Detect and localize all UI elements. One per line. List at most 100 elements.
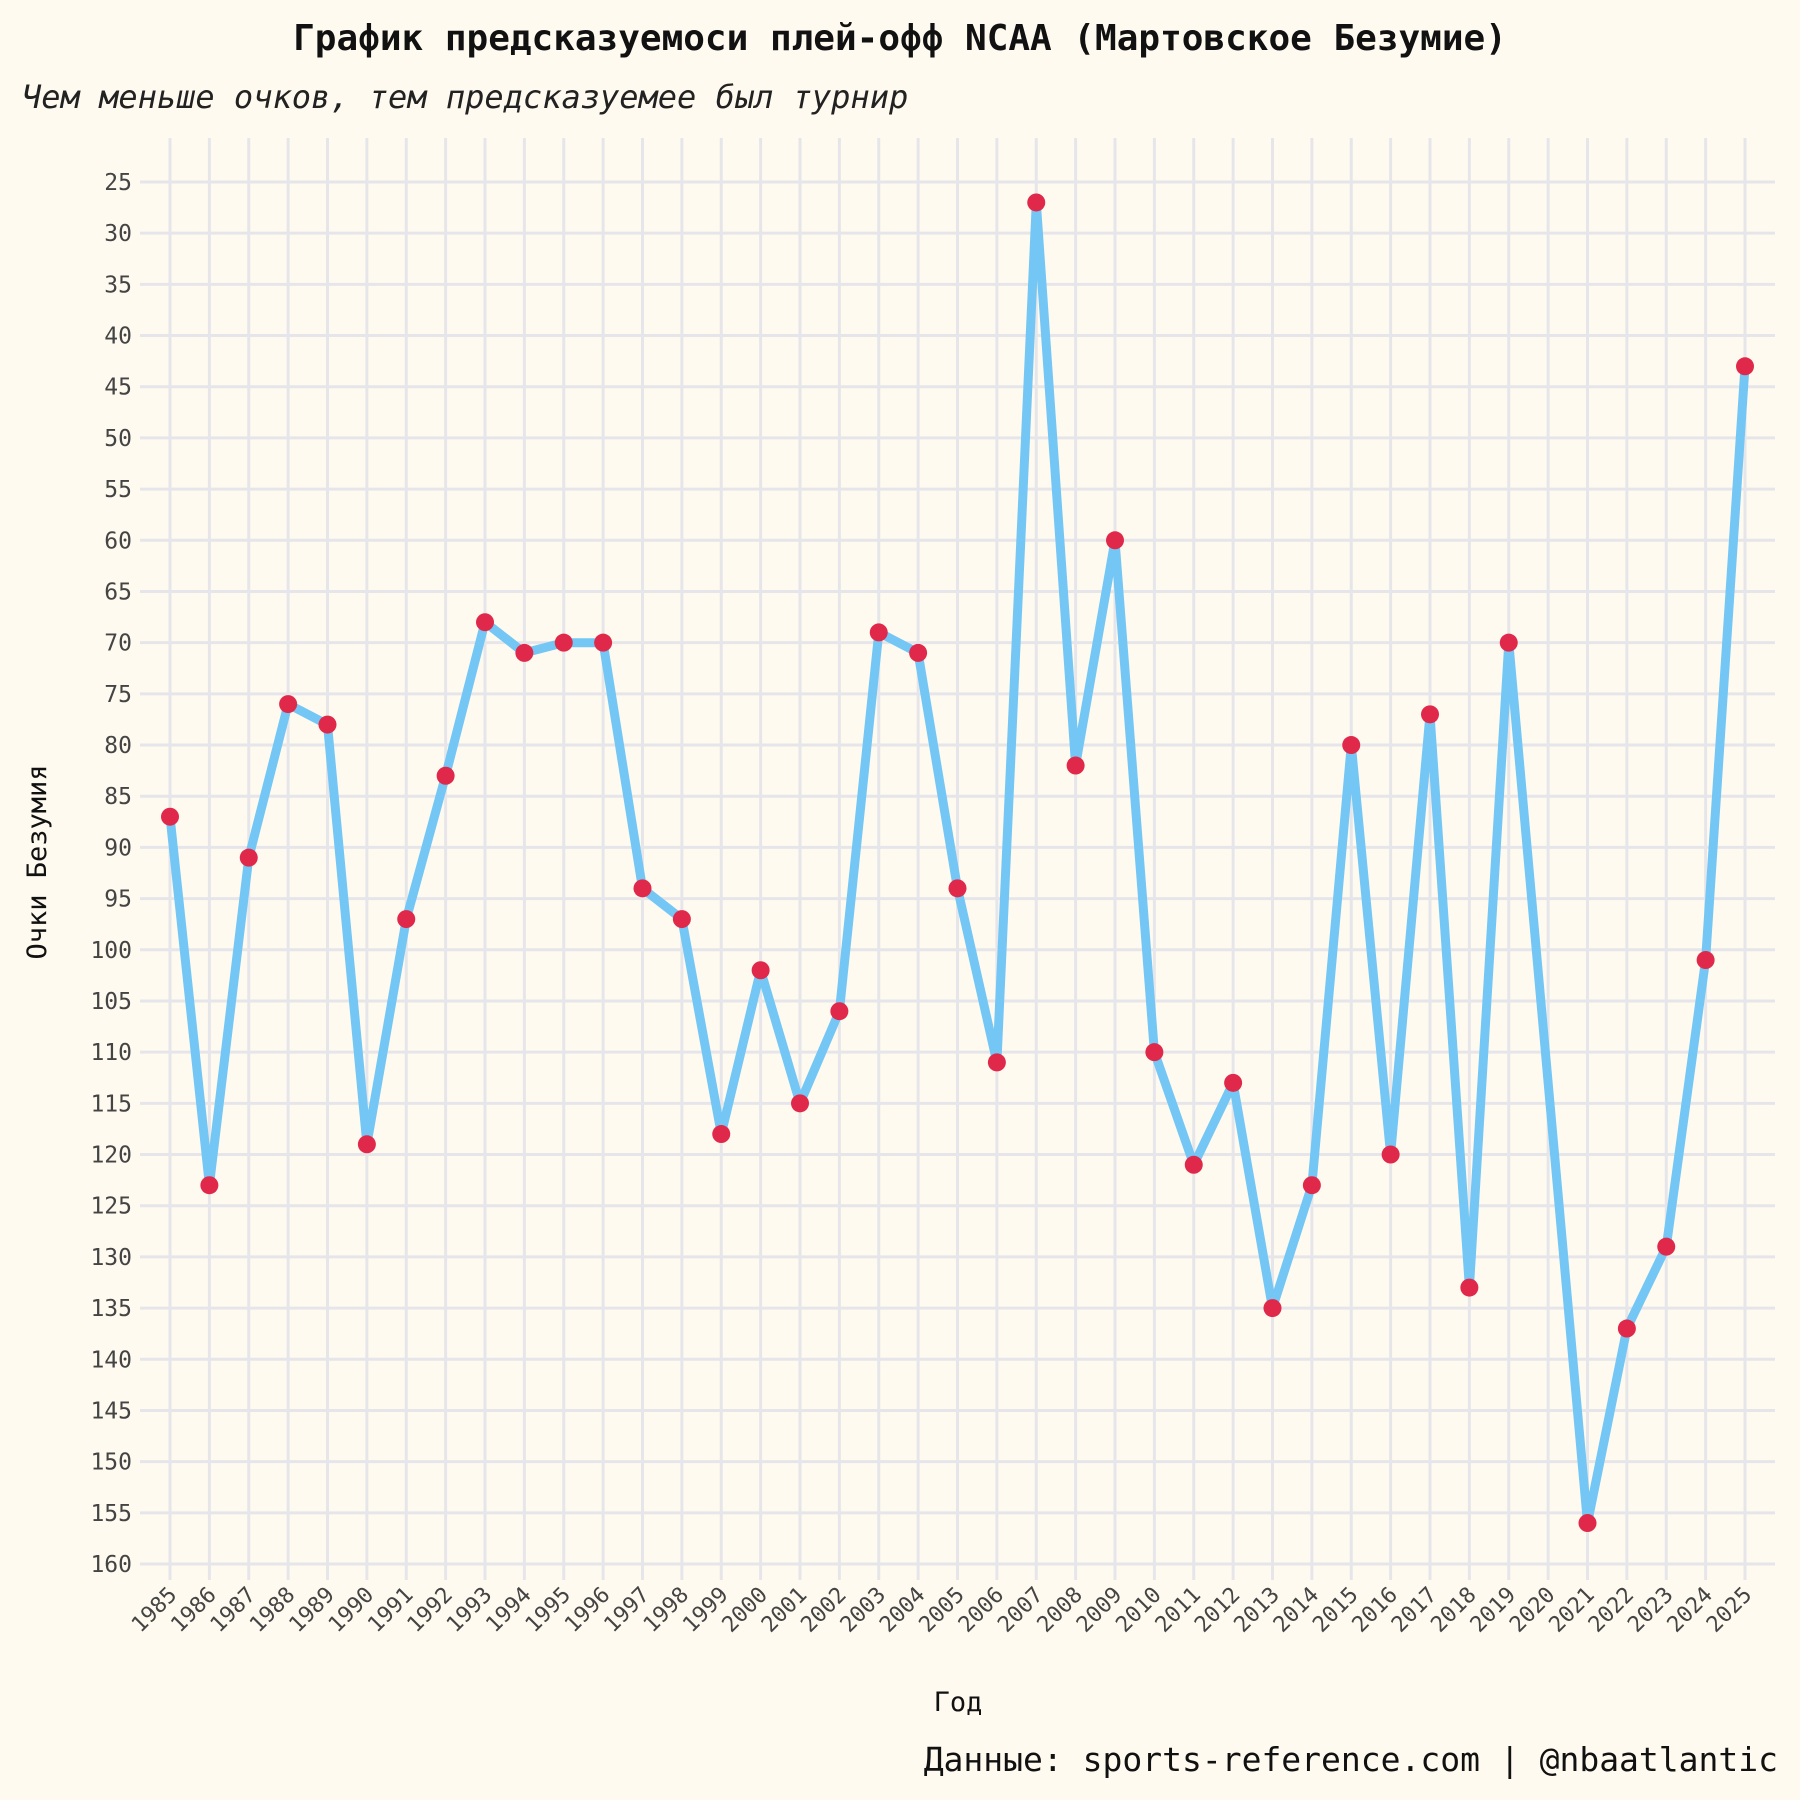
x-tick-label: 2012 bbox=[1190, 1583, 1245, 1638]
data-point bbox=[1263, 1299, 1282, 1318]
y-tick-label: 30 bbox=[104, 221, 132, 247]
chart-subtitle: Чем меньше очков, тем предсказуемее был … bbox=[22, 78, 909, 116]
x-tick-label: 2018 bbox=[1426, 1583, 1481, 1638]
x-tick-label: 2010 bbox=[1111, 1583, 1166, 1638]
y-tick-label: 150 bbox=[90, 1450, 132, 1476]
y-tick-label: 95 bbox=[104, 887, 132, 913]
data-point bbox=[1027, 193, 1046, 212]
x-tick-label: 1995 bbox=[521, 1583, 576, 1638]
y-tick-label: 105 bbox=[90, 989, 132, 1015]
y-tick-label: 110 bbox=[90, 1040, 132, 1066]
data-point bbox=[1421, 705, 1439, 724]
data-point bbox=[1145, 1043, 1164, 1062]
y-tick-label: 75 bbox=[104, 682, 132, 708]
x-tick-label: 2001 bbox=[757, 1583, 812, 1638]
x-tick-label: 1991 bbox=[363, 1583, 418, 1638]
x-tick-label: 2006 bbox=[954, 1583, 1009, 1638]
data-point bbox=[830, 1002, 849, 1021]
x-tick-label: 2022 bbox=[1584, 1583, 1639, 1638]
data-point bbox=[554, 633, 573, 652]
data-point bbox=[633, 879, 652, 898]
x-tick-labels: 1985198619871988198919901991199219931994… bbox=[127, 1583, 1757, 1638]
y-tick-label: 25 bbox=[104, 170, 132, 196]
y-tick-label: 80 bbox=[104, 733, 132, 759]
x-tick-label: 2003 bbox=[836, 1583, 891, 1638]
data-point bbox=[1617, 1319, 1636, 1338]
y-tick-labels: 25 30 35 40 45 50 55 60 65 70 75 80 85 90 95 100 105 110 1… bbox=[90, 170, 132, 1578]
x-tick-label: 1987 bbox=[206, 1583, 261, 1638]
y-tick-label: 140 bbox=[90, 1347, 132, 1373]
data-points bbox=[161, 193, 1754, 1533]
y-tick-label: 115 bbox=[90, 1091, 132, 1117]
data-point bbox=[1066, 756, 1085, 775]
x-tick-label: 1988 bbox=[245, 1583, 300, 1638]
data-point bbox=[1184, 1155, 1203, 1174]
x-tick-label: 1990 bbox=[324, 1583, 379, 1638]
y-tick-label: 40 bbox=[104, 324, 132, 350]
x-tick-label: 2023 bbox=[1623, 1583, 1678, 1638]
x-tick-label: 2011 bbox=[1151, 1583, 1206, 1638]
data-point bbox=[594, 633, 613, 652]
x-tick-label: 2007 bbox=[993, 1583, 1048, 1638]
data-point bbox=[1499, 633, 1518, 652]
y-tick-label: 45 bbox=[104, 375, 132, 401]
y-tick-label: 100 bbox=[90, 938, 132, 964]
data-point bbox=[1736, 357, 1754, 376]
x-tick-label: 1993 bbox=[442, 1583, 497, 1638]
x-tick-label: 1997 bbox=[600, 1583, 655, 1638]
y-tick-label: 60 bbox=[104, 528, 132, 554]
x-axis-label: Год bbox=[934, 1687, 983, 1718]
data-point bbox=[357, 1135, 376, 1154]
x-tick-label: 2020 bbox=[1505, 1583, 1560, 1638]
y-tick-label: 35 bbox=[104, 272, 132, 298]
x-tick-label: 1999 bbox=[678, 1583, 733, 1638]
x-tick-label: 1989 bbox=[285, 1583, 340, 1638]
y-tick-label: 85 bbox=[104, 784, 132, 810]
data-point bbox=[1460, 1278, 1479, 1297]
x-tick-label: 2013 bbox=[1230, 1583, 1285, 1638]
data-point bbox=[712, 1125, 731, 1144]
data-point bbox=[948, 879, 967, 898]
y-tick-label: 65 bbox=[104, 579, 132, 605]
data-point bbox=[672, 910, 691, 929]
x-tick-label: 2000 bbox=[718, 1583, 773, 1638]
x-tick-label: 2008 bbox=[1033, 1583, 1088, 1638]
y-tick-label: 155 bbox=[90, 1501, 132, 1527]
x-tick-label: 1994 bbox=[481, 1583, 536, 1638]
y-tick-label: 135 bbox=[90, 1296, 132, 1322]
x-tick-label: 2021 bbox=[1545, 1583, 1600, 1638]
y-tick-label: 145 bbox=[90, 1398, 132, 1424]
x-tick-label: 2016 bbox=[1348, 1583, 1403, 1638]
data-point bbox=[1381, 1145, 1400, 1164]
data-point bbox=[1657, 1237, 1676, 1256]
data-point bbox=[1578, 1514, 1597, 1533]
data-point bbox=[515, 643, 534, 662]
x-tick-label: 2002 bbox=[796, 1583, 851, 1638]
data-point bbox=[397, 910, 416, 929]
y-tick-label: 120 bbox=[90, 1143, 132, 1169]
x-tick-label: 2017 bbox=[1387, 1583, 1442, 1638]
x-tick-label: 2025 bbox=[1702, 1583, 1757, 1638]
x-tick-label: 1998 bbox=[639, 1583, 694, 1638]
x-tick-label: 1996 bbox=[560, 1583, 615, 1638]
source-caption: Данные: sports-reference.com | @nbaatlan… bbox=[923, 1740, 1778, 1779]
data-point bbox=[751, 961, 770, 980]
data-point bbox=[909, 643, 928, 662]
y-axis-label: Очки Безумия bbox=[22, 764, 53, 959]
data-point bbox=[279, 695, 298, 714]
x-tick-label: 2005 bbox=[915, 1583, 970, 1638]
data-point bbox=[318, 715, 337, 734]
data-point bbox=[869, 623, 888, 642]
x-tick-label: 2004 bbox=[875, 1583, 930, 1638]
x-tick-label: 2014 bbox=[1269, 1583, 1324, 1638]
data-point bbox=[436, 766, 455, 785]
series-line bbox=[165, 198, 1750, 1528]
x-tick-label: 2024 bbox=[1663, 1583, 1718, 1638]
x-tick-label: 1985 bbox=[127, 1583, 182, 1638]
data-point bbox=[1342, 736, 1361, 755]
y-tick-label: 70 bbox=[104, 631, 132, 657]
data-point bbox=[791, 1094, 809, 1113]
data-point bbox=[1302, 1176, 1321, 1195]
data-point bbox=[161, 807, 179, 826]
